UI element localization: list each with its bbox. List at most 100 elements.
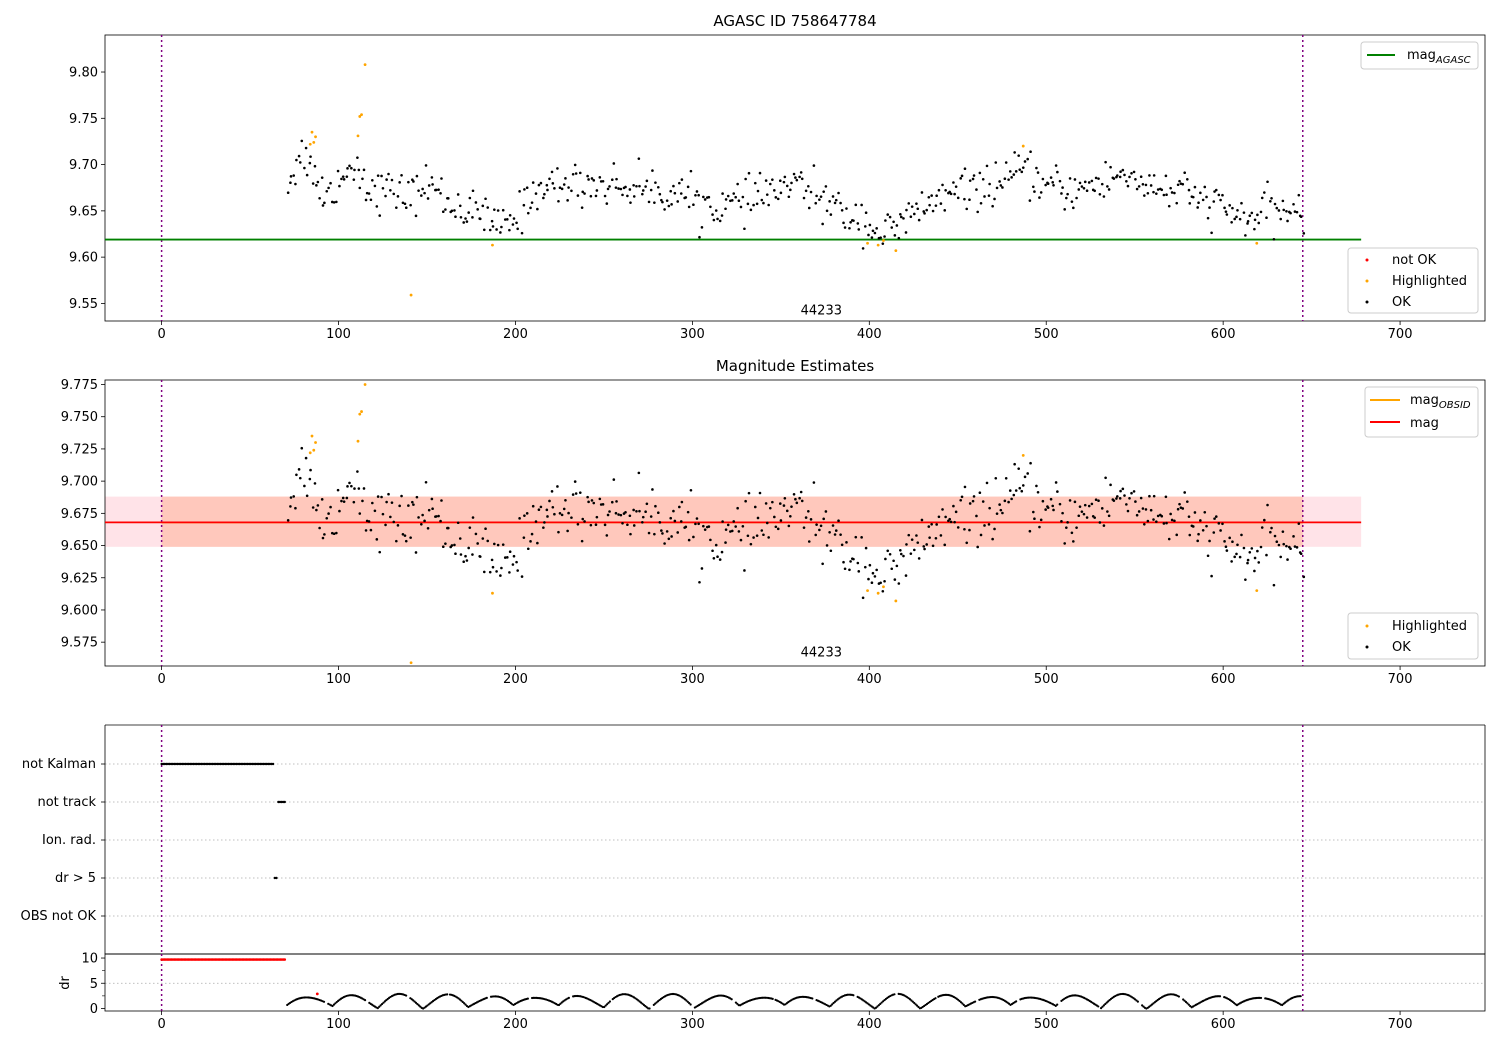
ok-point <box>669 516 673 520</box>
ok-point <box>1213 190 1216 193</box>
ok-point <box>641 520 644 524</box>
ok-point <box>971 499 975 503</box>
ok-point <box>771 500 774 504</box>
ok-point <box>863 565 867 569</box>
ok-point <box>871 571 875 575</box>
ok-point <box>916 207 920 211</box>
ok-point <box>809 190 813 194</box>
ok-point <box>462 221 465 224</box>
legend-mag-agasc-label: magAGASC <box>1407 48 1471 66</box>
ok-point <box>1077 188 1081 191</box>
ok-point <box>400 173 403 177</box>
dr-point <box>1218 995 1222 998</box>
ok-point <box>1126 509 1130 513</box>
ok-point <box>928 536 931 539</box>
ok-point <box>795 501 799 505</box>
ok-point <box>848 226 851 230</box>
dr-point <box>603 1005 606 1009</box>
ok-point <box>1244 234 1247 237</box>
ok-point <box>807 510 810 513</box>
ok-point <box>571 172 575 176</box>
ok-point <box>315 184 318 187</box>
highlighted-point <box>876 243 880 247</box>
highlighted-point <box>894 249 898 253</box>
ok-point <box>863 225 867 228</box>
ok-point <box>861 596 865 600</box>
ok-point <box>638 184 641 188</box>
ok-point <box>831 195 835 198</box>
ok-point <box>1044 183 1047 187</box>
ok-point <box>1063 542 1066 545</box>
dr-point <box>1141 1004 1144 1007</box>
ok-point <box>828 200 831 203</box>
dr-point <box>959 1001 963 1004</box>
ok-point <box>1225 213 1229 216</box>
ok-point <box>1246 222 1249 225</box>
ok-point <box>361 499 364 503</box>
ok-point <box>534 520 538 523</box>
ok-point <box>580 206 584 209</box>
ok-point <box>720 550 724 554</box>
ok-point <box>1213 517 1216 520</box>
ok-point <box>478 555 482 558</box>
ok-point <box>1269 199 1272 203</box>
ok-point <box>398 504 401 508</box>
ok-point <box>546 188 549 192</box>
ok-point <box>886 213 890 216</box>
dr-point <box>961 1002 964 1005</box>
ok-point <box>965 541 969 545</box>
ok-point <box>1017 154 1020 157</box>
ok-point <box>843 226 847 229</box>
ok-point <box>1273 534 1277 538</box>
ok-point <box>573 163 577 167</box>
ok-point <box>550 170 554 174</box>
dr-point <box>607 1001 610 1004</box>
ok-point <box>628 188 632 191</box>
ok-point <box>867 233 870 237</box>
ok-point <box>637 471 641 475</box>
ok-point <box>1297 522 1301 525</box>
ok-point <box>979 201 983 205</box>
ok-point <box>785 509 789 513</box>
ok-point <box>1281 530 1285 533</box>
ok-point <box>1160 514 1164 518</box>
ok-point <box>949 192 953 196</box>
ok-point <box>621 521 624 525</box>
ok-point <box>338 509 341 513</box>
dr-point <box>1136 1000 1139 1003</box>
ok-point <box>892 559 895 563</box>
ok-point <box>1070 200 1074 203</box>
ok-point <box>653 201 656 204</box>
ok-point <box>423 519 426 523</box>
ok-point <box>915 534 918 537</box>
ok-point <box>1082 187 1086 190</box>
x-tick-label: 400 <box>857 672 882 687</box>
ok-point <box>910 205 914 208</box>
highlighted-point <box>363 63 367 67</box>
ok-point <box>1257 221 1261 225</box>
ok-point <box>632 195 636 198</box>
dr-point <box>414 1001 418 1004</box>
ok-point <box>599 503 603 506</box>
ok-point <box>1121 168 1125 172</box>
ok-point <box>941 183 944 187</box>
dr-point <box>1177 995 1181 998</box>
dr-point <box>934 997 937 1000</box>
dr-point <box>382 1001 385 1004</box>
ok-point <box>523 188 526 191</box>
ok-point <box>743 227 746 231</box>
ok-point <box>1169 186 1172 190</box>
dr-point <box>880 1001 883 1004</box>
ok-point <box>430 176 434 179</box>
ok-point <box>506 556 509 559</box>
ok-point <box>752 536 755 539</box>
ok-point <box>753 505 757 509</box>
ok-point <box>1119 170 1122 174</box>
ok-point <box>684 525 688 529</box>
ok-point <box>562 507 566 511</box>
ok-point <box>1100 182 1104 186</box>
ok-point <box>329 181 332 185</box>
ok-point <box>825 209 829 213</box>
ok-point <box>534 192 538 195</box>
ok-point <box>1007 178 1010 181</box>
